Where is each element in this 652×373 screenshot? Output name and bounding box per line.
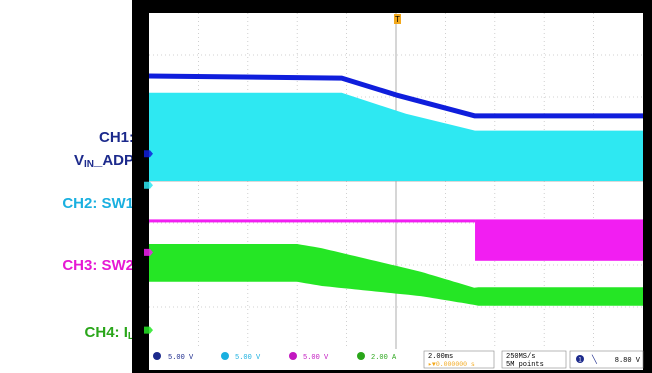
waveform-traces: [148, 73, 643, 306]
ch1-label-main: V: [73, 152, 84, 169]
channel-label-ch4: CH4: IL: [85, 324, 134, 342]
ch2-badge: [221, 352, 229, 360]
channel-markers: [144, 150, 153, 334]
channel-label-ch3: CH3: SW2: [62, 257, 134, 274]
acquisition-box: [501, 350, 567, 369]
trigger-marker-letter: T: [395, 15, 400, 24]
ch4-scale: 2.00 A: [371, 354, 397, 362]
ch4-label-prefix: CH4:: [84, 324, 124, 341]
ch2-scale: 5.00 V: [235, 354, 261, 362]
record-length: 5M points: [506, 361, 544, 369]
ch1-badge: [153, 352, 161, 360]
timebase-box: [423, 350, 495, 369]
ch1-label-prefix: CH1:: [98, 129, 134, 146]
ch3-sw2-trace-high: [149, 219, 476, 223]
trigger-type: ╲: [591, 354, 598, 364]
oscilloscope-display: T 5.00 V 5.00 V 5.00 V 2.00 A 2.00ms ▸▼0…: [132, 0, 652, 373]
channel-3-ground-marker: [144, 248, 153, 256]
status-bar-bg: [149, 349, 643, 370]
ch1-label-tail: _ADP: [93, 152, 134, 169]
timebase: 2.00ms: [428, 353, 453, 361]
trigger-marker: T: [394, 14, 401, 24]
channel-4-ground-marker: [144, 326, 153, 334]
channel-1-ground-marker: [144, 150, 153, 158]
ch3-scale: 5.00 V: [303, 354, 329, 362]
ch3-badge: [289, 352, 297, 360]
ch3-sw2-trace-switching: [475, 219, 643, 261]
ch1-scale: 5.00 V: [168, 354, 194, 362]
trigger-source: 1: [578, 358, 582, 364]
ch4-label-main: I: [123, 324, 128, 341]
ch4-label-subscript: L: [127, 331, 134, 342]
trigger-source-badge: [576, 355, 584, 363]
ch2-sw1-trace: [149, 92, 643, 181]
trigger-level: 8.80 V: [615, 357, 641, 365]
ch4-il-trace: [149, 244, 643, 306]
channel-2-ground-marker: [144, 181, 153, 189]
sample-rate: 250MS/s: [506, 353, 535, 361]
status-bar: 5.00 V 5.00 V 5.00 V 2.00 A 2.00ms ▸▼0.0…: [149, 349, 644, 370]
ch1-label-subscript: IN: [83, 159, 94, 170]
channel-label-ch2: CH2: SW1: [62, 195, 134, 212]
ch4-badge: [357, 352, 365, 360]
channel-label-ch1: CH1: VIN_ADP: [74, 126, 134, 176]
ch1-vin-adp-trace: [148, 73, 643, 119]
trigger-marker-box: [394, 14, 401, 24]
trigger-box: [569, 350, 644, 369]
trigger-delay: ▸▼0.000000 s: [428, 361, 475, 368]
